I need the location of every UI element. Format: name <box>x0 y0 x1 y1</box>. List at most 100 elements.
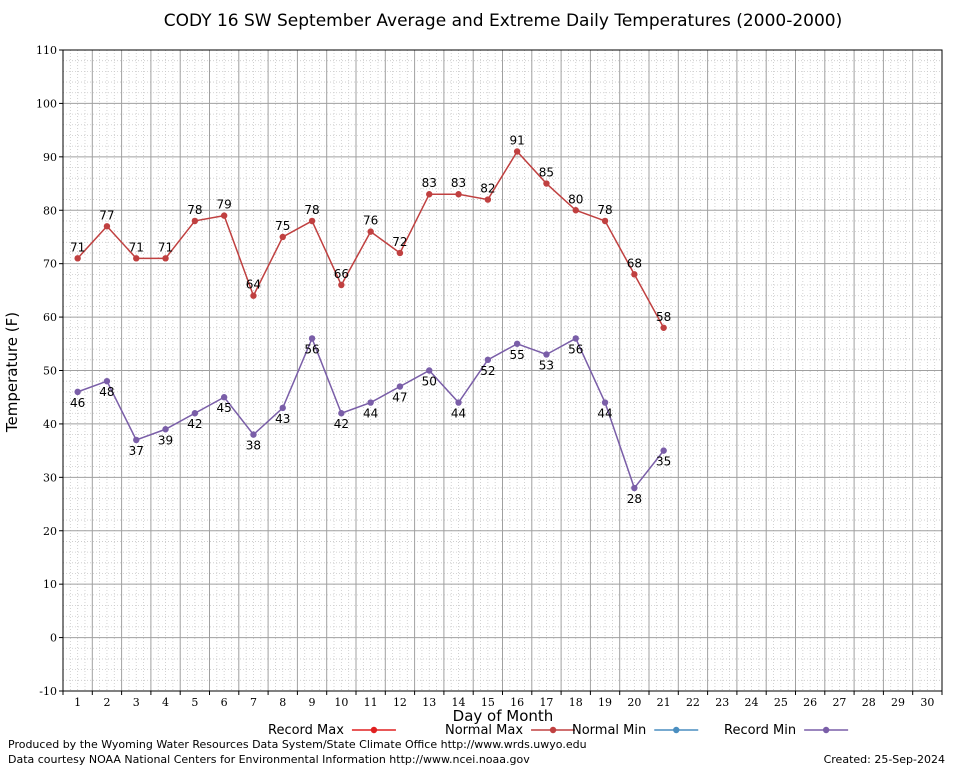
data-point <box>250 431 257 438</box>
data-point <box>660 447 667 454</box>
y-tick-label: -10 <box>39 685 57 698</box>
grid <box>63 49 942 692</box>
data-label: 64 <box>246 278 261 292</box>
x-tick-label: 14 <box>452 696 466 709</box>
x-tick-label: 2 <box>103 696 110 709</box>
x-tick-label: 19 <box>598 696 612 709</box>
data-label: 79 <box>217 198 232 212</box>
y-tick-label: 110 <box>36 44 57 57</box>
y-tick-label: 30 <box>43 471 57 484</box>
y-tick-label: 80 <box>43 204 57 217</box>
data-point <box>133 255 140 262</box>
x-tick-label: 17 <box>539 696 553 709</box>
x-tick-label: 27 <box>832 696 846 709</box>
data-point <box>396 383 404 390</box>
data-point <box>396 249 404 257</box>
data-label: 91 <box>510 133 525 147</box>
data-label: 56 <box>568 342 583 356</box>
x-tick-label: 21 <box>657 696 671 709</box>
legend-swatch-marker <box>822 726 830 734</box>
data-point <box>162 255 169 262</box>
data-label: 56 <box>304 342 319 356</box>
x-tick-label: 18 <box>569 696 583 709</box>
y-tick-label: 40 <box>43 418 57 431</box>
data-label: 42 <box>334 417 349 431</box>
data-point <box>631 271 638 278</box>
data-point <box>338 410 345 417</box>
legend-swatch-marker <box>549 726 557 734</box>
data-point <box>455 399 462 406</box>
data-point <box>103 377 111 385</box>
data-label: 28 <box>627 492 642 506</box>
data-point <box>279 233 286 241</box>
y-tick-label: 50 <box>43 365 57 378</box>
data-point <box>426 367 433 374</box>
x-tick-label: 3 <box>133 696 140 709</box>
data-label: 38 <box>246 439 261 453</box>
data-point <box>426 191 433 198</box>
data-label: 72 <box>392 235 407 249</box>
y-tick-label: 100 <box>36 97 57 110</box>
series-group: 71 77 71 71 78 79 64 75 78 66 76 72 83 83 82 91 85 80 78 68… <box>70 133 671 506</box>
data-label: 42 <box>187 417 202 431</box>
data-label: 52 <box>480 364 495 378</box>
data-label: 68 <box>627 256 642 270</box>
data-label: 45 <box>217 401 232 415</box>
x-tick-label: 24 <box>745 696 759 709</box>
data-label: 53 <box>539 358 554 372</box>
data-point <box>74 255 81 262</box>
data-label: 77 <box>99 208 114 222</box>
x-tick-label: 22 <box>686 696 700 709</box>
data-point <box>484 356 492 364</box>
data-point <box>367 399 374 406</box>
data-label: 47 <box>392 391 407 405</box>
data-label: 71 <box>129 240 144 254</box>
data-label: 71 <box>158 240 173 254</box>
series-record-min: 46 48 37 39 42 45 38 43 56 42 44 47 50 44 52 55 53 56 44 28… <box>70 335 671 506</box>
data-label: 39 <box>158 433 173 447</box>
data-point <box>660 324 667 331</box>
footer-courtesy: Data courtesy NOAA National Centers for … <box>8 753 530 766</box>
x-tick-label: 6 <box>221 696 228 709</box>
x-tick-label: 25 <box>774 696 788 709</box>
data-label: 44 <box>597 407 612 421</box>
data-point <box>455 191 462 198</box>
data-point <box>543 180 550 187</box>
data-point <box>513 148 521 155</box>
data-label: 35 <box>656 455 671 469</box>
x-tick-label: 16 <box>510 696 524 709</box>
legend-label: Record Min <box>724 723 796 738</box>
x-tick-label: 5 <box>191 696 198 709</box>
data-point <box>631 484 638 492</box>
y-tick-label: 60 <box>43 311 57 324</box>
x-tick-label: 13 <box>422 696 436 709</box>
legend-label: Normal Min <box>572 723 646 738</box>
x-tick-label: 15 <box>481 696 495 709</box>
data-label: 78 <box>597 203 612 217</box>
data-label: 50 <box>422 375 437 389</box>
y-tick-label: 20 <box>43 525 57 538</box>
data-label: 78 <box>304 203 319 217</box>
footer-produced-by: Produced by the Wyoming Water Resources … <box>8 738 587 751</box>
x-tick-label: 4 <box>162 696 169 709</box>
data-label: 44 <box>363 407 378 421</box>
data-point <box>279 404 286 412</box>
legend-item: Record Max <box>268 723 396 738</box>
x-tick-label: 30 <box>920 696 934 709</box>
data-label: 66 <box>334 267 349 281</box>
data-point <box>74 388 81 396</box>
y-tick-label: 10 <box>43 578 57 591</box>
data-point <box>572 207 579 214</box>
x-tick-label: 29 <box>891 696 905 709</box>
data-point <box>308 217 316 225</box>
data-point <box>543 351 550 358</box>
data-label: 58 <box>656 310 671 324</box>
data-point <box>513 340 521 347</box>
data-label: 71 <box>70 240 85 254</box>
data-point <box>133 436 140 444</box>
legend-swatch-marker <box>370 726 378 734</box>
data-label: 43 <box>275 412 290 426</box>
legend-item: Record Min <box>724 723 849 738</box>
